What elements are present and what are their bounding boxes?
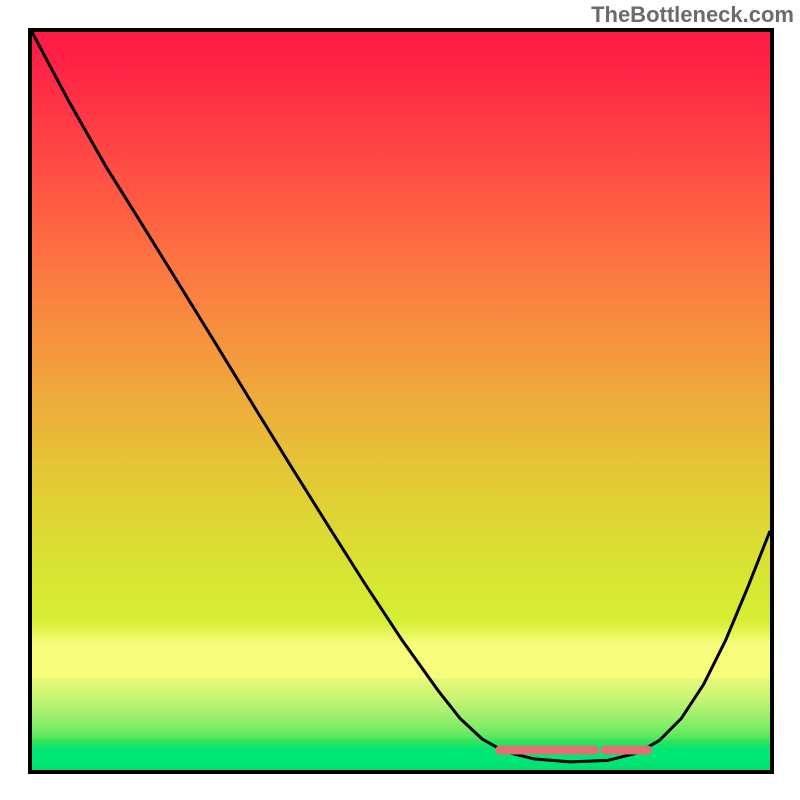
curve-line xyxy=(32,32,770,762)
watermark-text: TheBottleneck.com xyxy=(591,2,794,28)
plot-area xyxy=(28,28,774,774)
ribbon-segment xyxy=(496,746,599,755)
chart-container: { "watermark": { "text": "TheBottleneck.… xyxy=(0,0,800,800)
chart-svg xyxy=(32,32,770,770)
ribbon-group xyxy=(496,746,653,755)
ribbon-segment xyxy=(600,746,652,755)
